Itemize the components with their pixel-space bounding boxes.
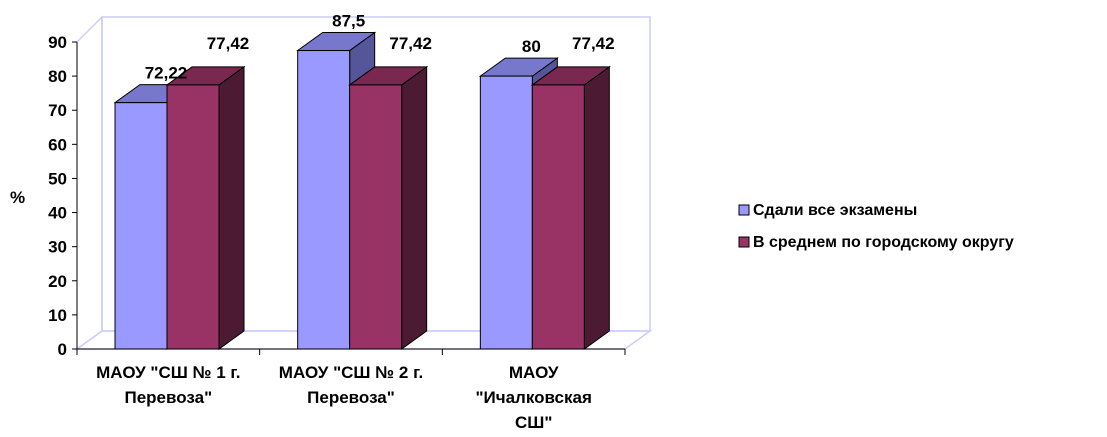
bar-front	[349, 84, 403, 350]
x-category-label: МАОУ "СШ № 2 г. Перевоза"	[279, 363, 423, 407]
y-tick-label: 50	[48, 169, 67, 188]
y-tick-label: 20	[48, 272, 67, 291]
data-label: 77,42	[389, 34, 432, 53]
y-tick-label: 40	[48, 204, 67, 223]
left-wall	[76, 15, 103, 350]
data-label: 72,22	[145, 64, 188, 83]
legend: Сдали все экзамены В среднем по городском…	[738, 202, 1014, 251]
legend-swatch	[738, 236, 750, 248]
y-tick-label: 30	[48, 238, 67, 257]
bars	[113, 31, 611, 350]
bar-front	[166, 84, 220, 350]
data-label: 80	[522, 37, 541, 56]
bar-front	[297, 50, 351, 350]
legend-label: Сдали все экзамены	[753, 202, 917, 219]
x-axis: МАОУ "СШ № 1 г. Перевоза" МАОУ "СШ № 2 г. П…	[76, 348, 626, 432]
y-axis-title: %	[10, 188, 25, 207]
legend-label: В среднем по городскому округу	[753, 234, 1014, 251]
bar-side	[218, 65, 245, 350]
y-tick-label: 90	[48, 33, 67, 52]
y-axis: 0 10 20 30 40 50 60 70 80 90	[48, 33, 78, 359]
bar-front	[531, 84, 585, 350]
data-label: 77,42	[207, 34, 250, 53]
bar-side	[583, 65, 610, 350]
x-category-label: МАОУ "Ичалковская СШ"	[475, 363, 591, 432]
y-tick-label: 70	[48, 101, 67, 120]
bar	[165, 65, 246, 350]
y-tick-label: 80	[48, 67, 67, 86]
y-tick-label: 60	[48, 135, 67, 154]
data-label: 87,5	[332, 12, 365, 31]
bar	[530, 65, 611, 350]
y-tick-label: 0	[58, 340, 67, 359]
bar-front	[114, 102, 168, 350]
y-tick-label: 10	[48, 306, 67, 325]
data-labels: 72,22 77,42 87,5 77,42 80 77,42	[145, 12, 615, 83]
data-label: 77,42	[572, 34, 615, 53]
bar	[348, 65, 429, 350]
x-category-label: МАОУ "СШ № 1 г. Перевоза"	[96, 363, 240, 407]
bar-side	[401, 65, 428, 350]
bar-front	[479, 75, 533, 350]
legend-swatch	[738, 204, 750, 216]
